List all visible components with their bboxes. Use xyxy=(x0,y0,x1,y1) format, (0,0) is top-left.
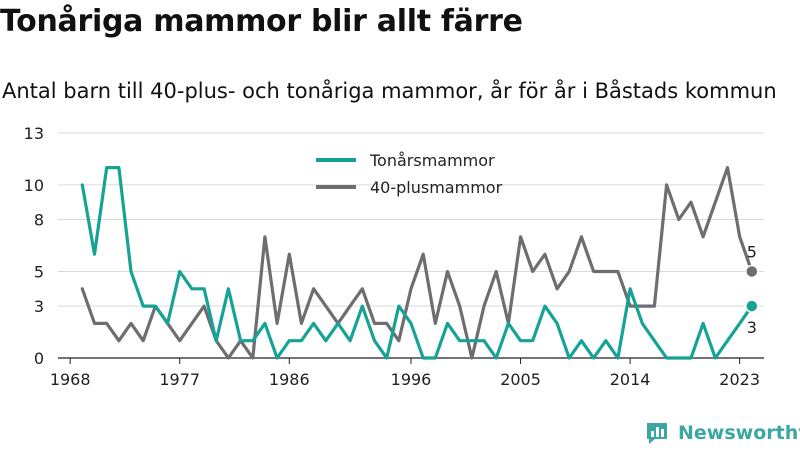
y-tick-label: 8 xyxy=(34,211,44,230)
x-tick-label: 1986 xyxy=(269,370,310,389)
y-tick-label: 10 xyxy=(24,176,44,195)
chart-subtitle: Antal barn till 40-plus- och tonåriga ma… xyxy=(2,79,777,103)
end-point-teen xyxy=(745,299,759,313)
x-tick-label: 1968 xyxy=(50,370,91,389)
x-tick-label: 1996 xyxy=(391,370,432,389)
gridlines xyxy=(58,132,764,307)
series-line-teen xyxy=(80,166,754,360)
end-point-plus40 xyxy=(745,264,759,279)
legend-label-teen: Tonårsmammor xyxy=(369,151,495,170)
end-value-label-teen: 3 xyxy=(747,318,757,337)
end-value-label-plus40: 5 xyxy=(747,242,757,261)
y-tick-label: 0 xyxy=(34,349,44,368)
y-tick-label: 3 xyxy=(34,297,44,316)
chart-title: Tonåriga mammor blir allt färre xyxy=(0,4,523,39)
newsworthy-logo-icon xyxy=(647,423,667,444)
x-tick-label: 2014 xyxy=(610,370,651,389)
x-tick-label: 1977 xyxy=(159,370,200,389)
legend-label-plus40: 40-plusmammor xyxy=(370,178,503,197)
brand-name: Newsworthy xyxy=(678,422,800,444)
x-tick-label: 2005 xyxy=(500,370,541,389)
y-tick-label: 5 xyxy=(34,262,44,281)
series-line-plus40 xyxy=(80,166,754,360)
x-tick-label: 2023 xyxy=(719,370,760,389)
legend: Tonårsmammor 40-plusmammor xyxy=(316,151,503,197)
brand-logo: Newsworthy xyxy=(644,418,800,448)
series-lines: 35 xyxy=(80,166,759,360)
y-tick-label: 13 xyxy=(24,124,44,143)
